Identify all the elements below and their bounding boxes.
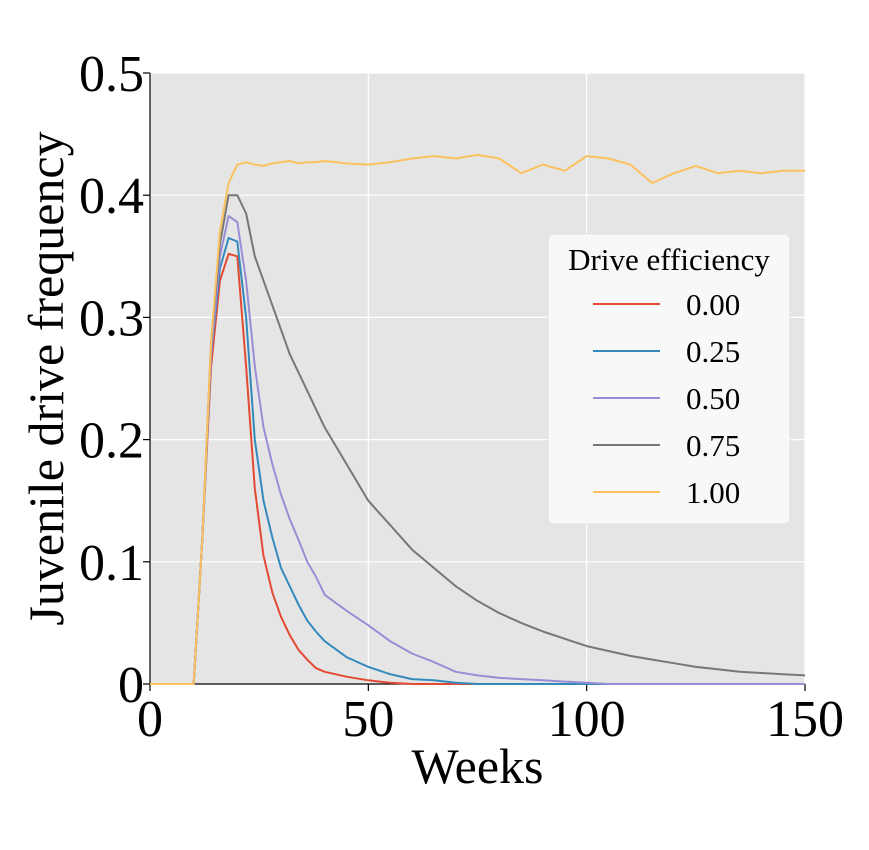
y-axis-label: Juvenile drive frequency [18, 131, 74, 625]
series-line-1-00 [150, 153, 805, 685]
x-tick-label: 0 [137, 691, 163, 748]
tick-labels: 0 50 100 150 0 0.1 0.2 0.3 0.4 0.5 [79, 46, 844, 748]
legend-entry-label: 0.25 [686, 334, 740, 369]
legend-items: 0.00 0.25 0.50 0.75 1.00 [593, 287, 740, 510]
series-line-0-75 [150, 194, 806, 685]
x-tick-label: 50 [342, 691, 394, 748]
series-line-0-50 [150, 215, 805, 685]
legend-entry-label: 1.00 [686, 475, 740, 510]
x-tick-label: 150 [766, 691, 844, 748]
legend-entry-label: 0.00 [686, 287, 740, 322]
x-tick-label: 100 [548, 691, 626, 748]
legend-entry-label: 0.50 [686, 381, 740, 416]
x-axis-label: Weeks [411, 738, 543, 794]
y-tick-label: 0 [118, 657, 144, 714]
legend: Drive efficiency 0.00 0.25 0.50 0.75 1.00 [547, 233, 791, 525]
y-tick-label: 0.4 [79, 168, 144, 225]
y-tick-label: 0.3 [79, 290, 144, 347]
series-lines [150, 153, 806, 685]
y-tick-label: 0.2 [79, 413, 144, 470]
legend-entry-label: 0.75 [686, 428, 740, 463]
y-tick-label: 0.5 [79, 46, 144, 103]
legend-box [547, 233, 791, 525]
legend-title: Drive efficiency [568, 242, 770, 277]
y-tick-label: 0.1 [79, 535, 144, 592]
